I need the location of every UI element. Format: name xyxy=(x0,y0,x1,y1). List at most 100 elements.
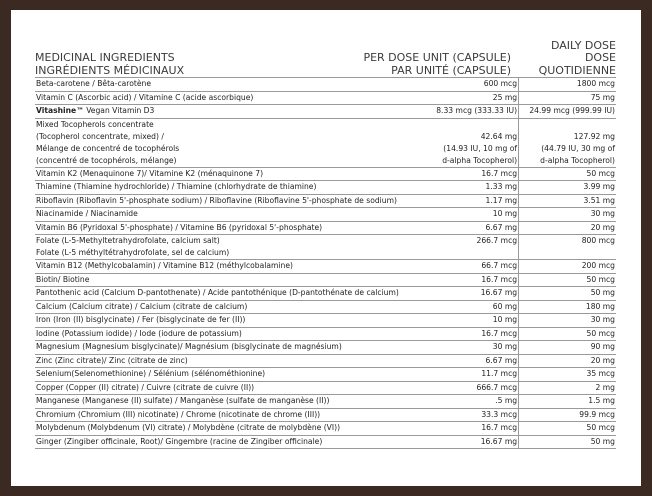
ingredient-row: Riboflavin (Riboflavin 5'-phosphate sodi… xyxy=(35,193,616,208)
ingredient-name: Folate (L-5-Methyltetrahydrofolate, calc… xyxy=(35,234,436,260)
per-dose-amount: 1.17 mg xyxy=(435,193,519,208)
ingredient-row: Vitamin B6 (Pyridoxal 5'-phosphate) / Vi… xyxy=(35,220,616,235)
ingredient-name: Vitamin C (Ascorbic acid) / Vitamine C (… xyxy=(35,90,436,105)
ingredient-name: Selenium(Selenomethionine) / Sélénium (s… xyxy=(35,367,436,381)
amount-line: 50 mg xyxy=(590,288,615,297)
header-line: QUOTIDIENNE xyxy=(538,63,616,77)
amount-line: 1.17 mg xyxy=(485,195,518,205)
header-daily-dose: DAILY DOSE DOSE QUOTIDIENNE xyxy=(538,38,616,78)
ingredient-row: Iron (Iron (II) bisglycinate) / Fer (bis… xyxy=(35,313,616,327)
per-dose-amount: 10 mg xyxy=(435,207,519,221)
amount-line: 30 mg xyxy=(590,315,615,324)
header-ingredients: MEDICINAL INGREDIENTS INGRÉDIENTS MÉDICIN… xyxy=(35,51,184,77)
amount-line: 6.67 mg xyxy=(485,355,518,365)
daily-dose-amount: 3.51 mg xyxy=(518,193,616,208)
ingredient-row: Biotin/ Biotine 16.7 mcg 50 mcg xyxy=(35,272,616,287)
daily-dose-amount: 35 mcg xyxy=(518,367,616,381)
per-dose-amount: 16.67 mg xyxy=(435,434,519,449)
name-line: Riboflavin (Riboflavin 5'-phosphate sodi… xyxy=(36,195,397,205)
name-line: Biotin/ Biotine xyxy=(36,274,90,284)
amount-line: 1.5 mg xyxy=(588,396,615,405)
ingredient-name: Chromium (Chromium (III) nicotinate) / C… xyxy=(35,407,436,422)
amount-line: 30 mg xyxy=(492,342,518,351)
amount-line: 3.51 mg xyxy=(583,195,615,205)
name-line: Niacinamide / Niacinamide xyxy=(36,209,138,218)
brand-line: Vitashine™ Vegan Vitamin D3 xyxy=(36,105,434,117)
ingredient-name: Iron (Iron (II) bisglycinate) / Fer (bis… xyxy=(35,313,436,327)
daily-dose-amount: 50 mcg xyxy=(518,326,616,341)
per-dose-amount: 600 mcg xyxy=(435,77,519,91)
per-dose-amount: 6.67 mg xyxy=(435,220,519,235)
ingredient-name: Magnesium (Magnesium bisglycinate)/ Magn… xyxy=(35,340,436,354)
per-dose-amount: 10 mg xyxy=(435,313,519,327)
name-line: Calcium (Calcium citrate) / Calcium (cit… xyxy=(36,301,248,311)
ingredient-name: Vitamin B6 (Pyridoxal 5'-phosphate) / Vi… xyxy=(35,220,436,235)
amount-line: 3.99 mg xyxy=(583,182,615,191)
name-line: Ginger (Zingiber officinale, Root)/ Ging… xyxy=(36,436,323,446)
amount-line: 1.33 mg xyxy=(485,182,518,191)
per-dose-amount: 16.7 mcg xyxy=(435,166,519,181)
amount-line: d-alpha Tocopherol) xyxy=(442,155,518,165)
name-line: (concentré de tocophérols, mélange) xyxy=(36,155,177,165)
amount-line: 50 mg xyxy=(590,436,615,446)
name-line: Molybdenum (Molybdenum (VI) citrate) / M… xyxy=(36,423,341,432)
ingredient-name: Pantothenic acid (Calcium D-pantothenate… xyxy=(35,286,436,300)
name-line: Chromium (Chromium (III) nicotinate) / C… xyxy=(36,409,321,419)
daily-dose-amount: 50 mg xyxy=(518,434,616,449)
amount-line: 2 mg xyxy=(595,382,615,392)
ingredient-row: Niacinamide / Niacinamide 10 mg 30 mg xyxy=(35,207,616,221)
amount-line: 50 mcg xyxy=(586,328,615,338)
name-line: Vitamin B6 (Pyridoxal 5'-phosphate) / Vi… xyxy=(36,222,323,232)
daily-dose-amount: 180 mg xyxy=(518,299,616,314)
name-line: Thiamine (Thiamine hydrochloride) / Thia… xyxy=(36,182,317,191)
amount-line: 33.3 mcg xyxy=(481,409,518,419)
daily-dose-amount: 1800 mcg xyxy=(518,77,616,91)
ingredient-name: Vitamin K2 (Menaquinone 7)/ Vitamine K2 … xyxy=(35,166,436,181)
daily-dose-amount: 50 mcg xyxy=(518,272,616,287)
daily-dose-amount: 75 mg xyxy=(518,90,616,105)
amount-line: 16.67 mg xyxy=(480,288,518,297)
header-line: DAILY DOSE xyxy=(551,38,616,52)
header-line: MEDICINAL INGREDIENTS xyxy=(35,51,175,64)
name-line: Mixed Tocopherols concentrate xyxy=(36,119,154,129)
ingredient-row: Calcium (Calcium citrate) / Calcium (cit… xyxy=(35,299,616,314)
ingredient-name: Ginger (Zingiber officinale, Root)/ Ging… xyxy=(35,434,436,449)
label-panel: MEDICINAL INGREDIENTS INGRÉDIENTS MÉDICIN… xyxy=(11,10,641,486)
daily-dose-amount: 2 mg xyxy=(518,380,616,395)
per-dose-amount: 60 mg xyxy=(435,299,519,314)
name-line: Vitamin B12 (Methylcobalamin) / Vitamine… xyxy=(36,261,293,270)
per-dose-amount: 266.7 mcg xyxy=(435,234,519,260)
amount-line: 11.7 mcg xyxy=(481,369,518,378)
daily-dose-amount: 20 mg xyxy=(518,220,616,235)
ingredient-name: Iodine (Potassium iodide) / Iode (iodure… xyxy=(35,326,436,341)
amount-line: 24.99 mcg (999.99 IU) xyxy=(529,106,615,115)
ingredient-row: Manganese (Manganese (II) sulfate) / Man… xyxy=(35,394,616,408)
table-header: MEDICINAL INGREDIENTS INGRÉDIENTS MÉDICIN… xyxy=(35,28,616,77)
amount-line: 16.7 mcg xyxy=(481,274,518,284)
ingredient-row: Chromium (Chromium (III) nicotinate) / C… xyxy=(35,407,616,422)
amount-line: 50 mcg xyxy=(586,168,615,178)
name-line: Pantothenic acid (Calcium D-pantothenate… xyxy=(36,288,399,297)
ingredient-row: Copper (Copper (II) citrate) / Cuivre (c… xyxy=(35,380,616,395)
amount-line: 75 mg xyxy=(590,92,615,102)
amount-line: 10 mg xyxy=(492,209,518,218)
name-line: Copper (Copper (II) citrate) / Cuivre (c… xyxy=(36,382,255,392)
daily-dose-amount: 50 mcg xyxy=(518,421,616,435)
per-dose-amount: 6.67 mg xyxy=(435,353,519,368)
ingredient-name: Thiamine (Thiamine hydrochloride) / Thia… xyxy=(35,180,436,194)
amount-line: 600 mcg xyxy=(483,79,518,88)
brand-name: Vitashine™ xyxy=(36,106,84,115)
name-line: Magnesium (Magnesium bisglycinate)/ Magn… xyxy=(36,342,342,351)
daily-dose-amount: 200 mcg xyxy=(518,259,616,273)
daily-dose-amount: 20 mg xyxy=(518,353,616,368)
amount-line: 127.92 mg xyxy=(573,131,615,141)
name-line: Vitamin C (Ascorbic acid) / Vitamine C (… xyxy=(36,92,254,102)
per-dose-amount: 42.64 mg (14.93 IU, 10 mg of d-alpha Tocop… xyxy=(435,117,519,167)
amount-line: 30 mg xyxy=(590,209,615,218)
daily-dose-amount: 50 mg xyxy=(518,286,616,300)
amount-line: 20 mg xyxy=(590,222,615,232)
name-line: Folate (L-5 méthyltétrahydrofolate, sel … xyxy=(36,248,230,257)
amount-line: 60 mg xyxy=(492,301,518,311)
ingredient-row: Vitamin B12 (Methylcobalamin) / Vitamine… xyxy=(35,259,616,273)
